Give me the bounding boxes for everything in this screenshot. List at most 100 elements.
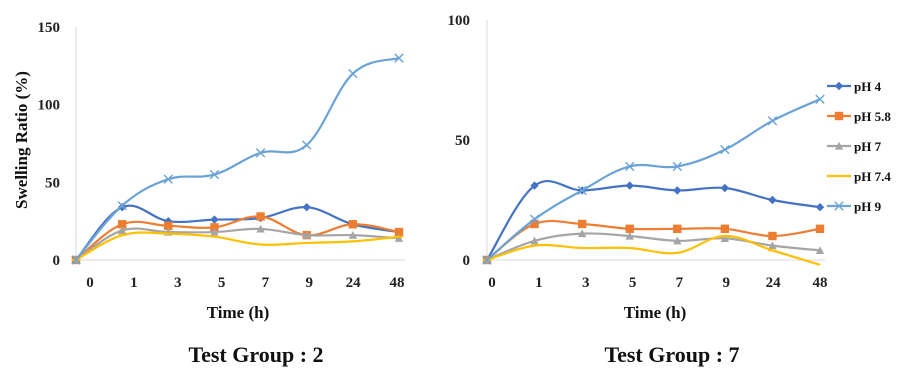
chart-test-group-7: 0 50 100 0 1 3 5 7 9 24 48 Time (h) Test Group : … xyxy=(448,13,828,367)
chart2-point-ph-4-5 xyxy=(720,183,730,193)
chart2-point-ph-9-5 xyxy=(720,144,730,155)
legend-label-ph-9: pH 9 xyxy=(854,199,882,214)
chart1-x-tick-5: 5 xyxy=(218,275,226,291)
legend: pH 4 pH 5.8 pH 7 pH 7.4 pH 9 xyxy=(827,79,891,214)
chart2-x-tick-3: 3 xyxy=(582,275,590,291)
chart2-point-ph-9-7 xyxy=(815,94,825,104)
chart1-x-tick-9: 9 xyxy=(306,275,314,291)
chart2-x-tick-9: 9 xyxy=(723,275,731,291)
chart1-point-ph-5-8-1 xyxy=(117,220,127,229)
chart1-point-ph-9-1 xyxy=(117,200,127,211)
chart2-x-tick-48: 48 xyxy=(813,275,828,291)
legend-item-ph-4: pH 4 xyxy=(827,79,882,94)
chart2-point-ph-4-3 xyxy=(625,181,634,190)
chart2-y-tick-50: 50 xyxy=(455,133,470,149)
chart1-y-axis-title: Swelling Ratio (%) xyxy=(12,71,31,209)
chart2-point-ph-4-4 xyxy=(673,186,682,195)
chart2-point-ph-9-0 xyxy=(482,255,492,265)
chart1-x-tick-1: 1 xyxy=(130,275,138,291)
chart1-point-ph-9-3 xyxy=(209,169,220,180)
chart1-y-tick-50: 50 xyxy=(45,175,60,191)
chart1-point-ph-7-1 xyxy=(117,226,127,235)
chart2-point-ph-4-1 xyxy=(530,181,539,190)
chart1-point-ph-9-0 xyxy=(71,255,81,265)
chart1-x-tick-0: 0 xyxy=(86,275,94,291)
chart2-line-ph-9 xyxy=(486,98,821,261)
legend-label-ph-7: pH 7 xyxy=(854,139,882,154)
legend-item-ph-5-8: pH 5.8 xyxy=(827,109,891,124)
chart2-series xyxy=(482,94,825,266)
chart1-y-ticks: 0 50 100 150 xyxy=(38,20,61,269)
chart2-x-tick-7: 7 xyxy=(676,275,684,291)
chart1-y-tick-150: 150 xyxy=(38,20,61,36)
chart2-x-axis-title: Time (h) xyxy=(624,303,687,322)
legend-marker-ph-5-8 xyxy=(834,111,844,121)
chart2-point-ph-7-7 xyxy=(815,246,825,254)
chart2-point-ph-4-6 xyxy=(768,195,777,205)
chart2-line-ph-7 xyxy=(486,232,821,262)
chart2-point-ph-5-8-4 xyxy=(673,224,682,233)
chart2-y-tick-100: 100 xyxy=(448,13,471,29)
chart1-point-ph-4-3 xyxy=(210,215,219,224)
legend-item-ph-7-4: pH 7.4 xyxy=(827,169,891,184)
legend-marker-ph-4 xyxy=(834,81,844,91)
chart2-point-ph-7-6 xyxy=(768,241,777,250)
chart2-point-ph-9-2 xyxy=(577,185,587,196)
chart2-point-ph-5-8-6 xyxy=(768,231,777,241)
chart1-x-tick-48: 48 xyxy=(390,275,405,291)
chart1-point-ph-5-8-4 xyxy=(256,212,265,221)
chart1-point-ph-7-3 xyxy=(210,227,219,236)
chart2-x-tick-24: 24 xyxy=(766,275,782,291)
chart2-point-ph-7-5 xyxy=(720,234,730,242)
chart1-point-ph-5-8-2 xyxy=(164,221,173,231)
chart2-point-ph-7-1 xyxy=(530,236,539,245)
chart2-point-ph-5-8-2 xyxy=(577,219,587,229)
chart2-point-ph-5-8-5 xyxy=(720,224,730,233)
chart1-point-ph-7-4 xyxy=(256,224,265,233)
chart1-point-ph-7-5 xyxy=(302,230,311,239)
chart1-x-ticks: 0 1 3 5 7 9 24 48 xyxy=(86,275,404,291)
chart1-y-tick-0: 0 xyxy=(53,253,61,269)
chart1-y-tick-100: 100 xyxy=(38,98,61,114)
chart1-series xyxy=(71,53,404,265)
chart2-point-ph-7-3 xyxy=(625,231,634,240)
chart1-point-ph-9-6 xyxy=(348,68,358,79)
legend-label-ph-4: pH 4 xyxy=(854,79,882,94)
legend-item-ph-7: pH 7 xyxy=(827,139,882,154)
chart1-line-ph-7 xyxy=(75,227,400,261)
chart1-x-tick-3: 3 xyxy=(174,275,182,291)
chart1-point-ph-7-7 xyxy=(394,234,404,242)
chart2-caption: Test Group : 7 xyxy=(604,342,739,367)
legend-marker-ph-7 xyxy=(834,141,844,150)
chart2-y-ticks: 0 50 100 xyxy=(448,13,471,269)
chart2-x-tick-0: 0 xyxy=(488,275,496,291)
chart1-x-tick-24: 24 xyxy=(346,275,362,291)
chart2-point-ph-9-6 xyxy=(767,116,778,126)
chart2-point-ph-4-7 xyxy=(815,203,825,212)
chart1-point-ph-5-8-6 xyxy=(348,220,358,229)
chart1-caption: Test Group : 2 xyxy=(188,342,323,367)
chart2-point-ph-7-4 xyxy=(673,236,682,245)
chart1-x-axis-title: Time (h) xyxy=(207,303,270,322)
chart1-point-ph-7-6 xyxy=(348,230,358,239)
chart2-point-ph-5-8-3 xyxy=(625,224,634,233)
chart2-x-tick-5: 5 xyxy=(629,275,637,291)
chart1-x-tick-7: 7 xyxy=(262,275,270,291)
chart2-series-ph-9 xyxy=(482,94,825,265)
chart2-series-ph-7-4 xyxy=(482,234,821,266)
chart2-x-tick-1: 1 xyxy=(535,275,543,291)
chart2-point-ph-5-8-1 xyxy=(530,219,539,229)
chart2-series-ph-7 xyxy=(482,229,825,264)
chart2-point-ph-9-1 xyxy=(529,214,540,224)
legend-label-ph-7-4: pH 7.4 xyxy=(854,169,891,184)
legend-label-ph-5-8: pH 5.8 xyxy=(854,109,891,124)
chart1-point-ph-9-7 xyxy=(394,53,404,63)
chart2-point-ph-7-2 xyxy=(577,229,587,238)
chart1-point-ph-5-8-3 xyxy=(210,223,219,232)
chart1-point-ph-9-4 xyxy=(255,148,266,158)
chart2-x-ticks: 0 1 3 5 7 9 24 48 xyxy=(488,275,827,291)
chart2-point-ph-9-3 xyxy=(625,161,635,172)
chart2-point-ph-9-4 xyxy=(672,161,682,172)
chart2-y-tick-0: 0 xyxy=(463,253,471,269)
